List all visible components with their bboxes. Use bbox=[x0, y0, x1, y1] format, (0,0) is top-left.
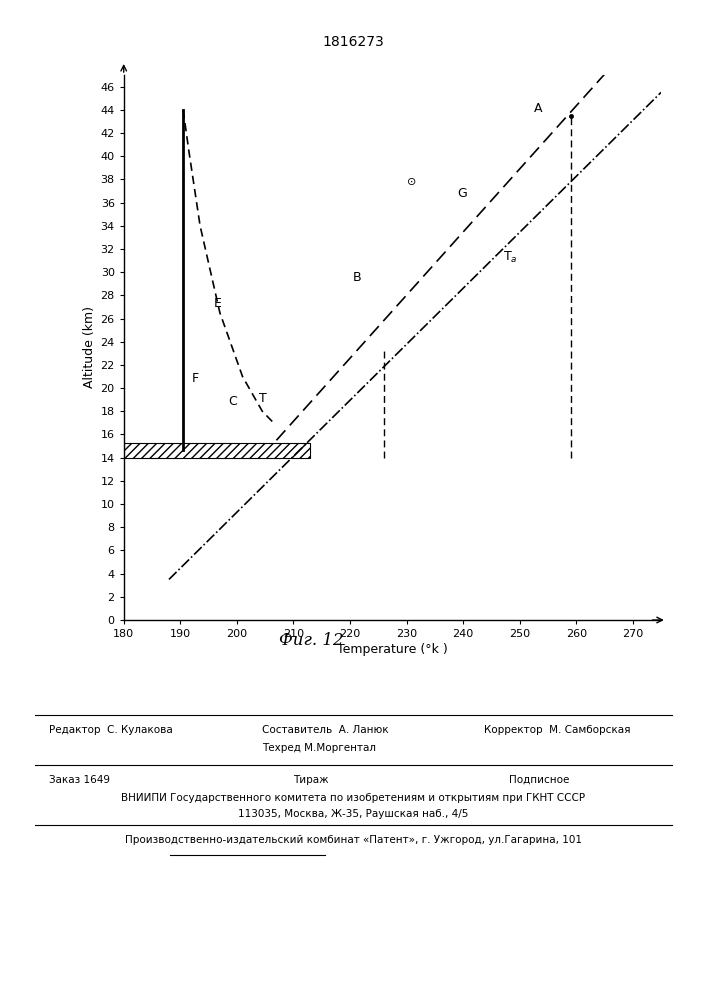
Text: G: G bbox=[457, 187, 467, 200]
Text: Заказ 1649: Заказ 1649 bbox=[49, 775, 110, 785]
Text: Составитель  А. Ланюк: Составитель А. Ланюк bbox=[262, 725, 388, 735]
Text: C: C bbox=[228, 395, 237, 408]
Text: T: T bbox=[259, 392, 267, 405]
Text: Техред М.Моргентал: Техред М.Моргентал bbox=[262, 743, 375, 753]
Text: ВНИИПИ Государственного комитета по изобретениям и открытиям при ГКНТ СССР: ВНИИПИ Государственного комитета по изоб… bbox=[122, 793, 585, 803]
Text: Фиг. 12: Фиг. 12 bbox=[279, 632, 344, 649]
Text: F: F bbox=[192, 372, 199, 385]
Text: Подписное: Подписное bbox=[509, 775, 569, 785]
Y-axis label: Altitude (km): Altitude (km) bbox=[83, 306, 96, 388]
Text: 1816273: 1816273 bbox=[322, 35, 385, 49]
Text: A: A bbox=[534, 102, 542, 115]
Text: T$_a$: T$_a$ bbox=[503, 250, 518, 265]
Bar bbox=[124, 443, 310, 458]
Text: B: B bbox=[353, 271, 361, 284]
X-axis label: Temperature (°k ): Temperature (°k ) bbox=[337, 643, 448, 656]
Text: 113035, Москва, Ж-35, Раушская наб., 4/5: 113035, Москва, Ж-35, Раушская наб., 4/5 bbox=[238, 809, 469, 819]
Text: Производственно-издательский комбинат «Патент», г. Ужгород, ул.Гагарина, 101: Производственно-издательский комбинат «П… bbox=[125, 835, 582, 845]
Text: Корректор  М. Самборская: Корректор М. Самборская bbox=[484, 725, 631, 735]
Text: Редактор  С. Кулакова: Редактор С. Кулакова bbox=[49, 725, 173, 735]
Text: E: E bbox=[214, 297, 222, 310]
Text: Тираж: Тираж bbox=[293, 775, 329, 785]
Text: ⊙: ⊙ bbox=[407, 177, 417, 187]
